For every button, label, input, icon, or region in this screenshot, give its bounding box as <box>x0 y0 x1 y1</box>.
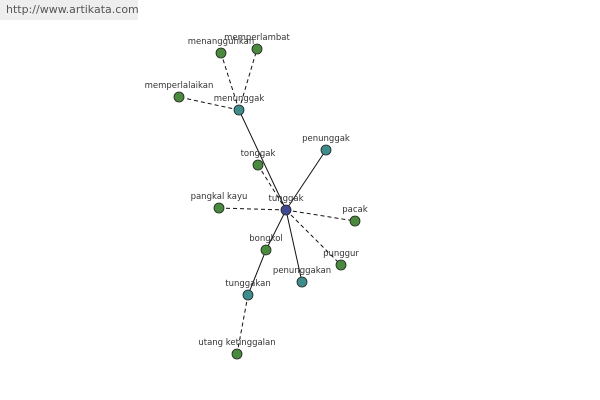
node <box>296 276 308 288</box>
edge <box>285 209 356 222</box>
node <box>252 159 264 171</box>
node-label: tunggakan <box>225 279 270 289</box>
edge <box>247 249 267 296</box>
node-label: menunggak <box>214 94 265 104</box>
edge <box>285 149 327 211</box>
node-label: memperlambat <box>224 33 290 43</box>
edge <box>236 294 249 355</box>
node-label: pacak <box>342 205 367 215</box>
node <box>215 47 227 59</box>
edge <box>178 96 240 111</box>
edge <box>220 52 240 111</box>
node <box>242 289 254 301</box>
node-label: pangkal kayu <box>191 192 248 202</box>
edge <box>218 207 287 211</box>
node-label: penunggak <box>302 134 350 144</box>
edge <box>285 209 342 266</box>
edge <box>257 164 287 211</box>
edge <box>285 209 303 283</box>
node-label: menangguhkan <box>188 37 254 47</box>
node <box>335 259 347 271</box>
node <box>280 204 292 216</box>
node <box>173 91 185 103</box>
node <box>260 244 272 256</box>
node-label: tonggak <box>241 149 276 159</box>
node-label: penunggakan <box>273 266 331 276</box>
node <box>251 43 263 55</box>
node <box>320 144 332 156</box>
node-label: utang ketinggalan <box>198 338 275 348</box>
watermark: http://www.artikata.com <box>0 0 139 20</box>
edge <box>265 209 287 251</box>
node <box>213 202 225 214</box>
edge <box>238 109 287 211</box>
node-label: punggur <box>323 249 359 259</box>
node-label: tunggak <box>268 194 303 204</box>
node <box>231 348 243 360</box>
node <box>349 215 361 227</box>
node <box>233 104 245 116</box>
node-label: bongkol <box>249 234 283 244</box>
node-label: memperlalaikan <box>145 81 214 91</box>
edge <box>238 48 258 111</box>
